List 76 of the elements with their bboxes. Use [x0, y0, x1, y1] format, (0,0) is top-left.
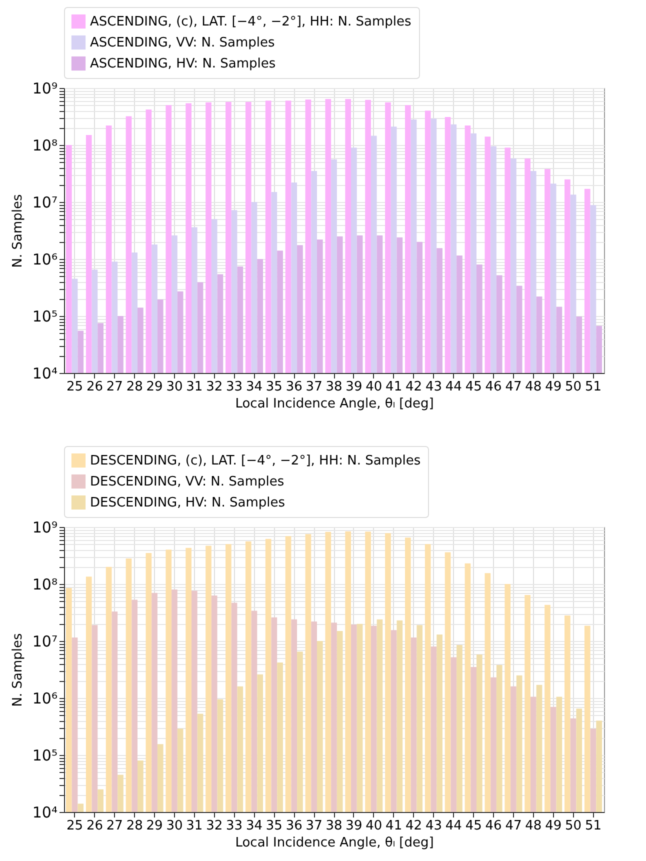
legend-label: DESCENDING, HV: N. Samples	[90, 496, 286, 510]
x-tick-label: 28	[126, 818, 143, 834]
x-tick-label: 49	[545, 380, 562, 394]
legend-label: DESCENDING, (c), LAT. [−4°, −2°], HH: N. Samples	[90, 454, 421, 468]
x-tick-label: 27	[106, 818, 123, 834]
x-tick-label: 41	[386, 380, 402, 394]
x-tick-label: 32	[206, 380, 223, 394]
x-tick-label: 50	[565, 380, 582, 394]
x-tick-label: 50	[565, 818, 582, 834]
x-tick-label: 39	[346, 818, 362, 834]
x-tick-label: 36	[286, 380, 302, 394]
x-tick-label: 48	[525, 380, 542, 394]
x-tick-label: 44	[445, 818, 462, 834]
y-tick-label: 10⁷	[32, 632, 58, 650]
x-tick-label: 31	[186, 818, 203, 834]
x-axis-title: Local Incidence Angle, θₗ [deg]	[235, 836, 434, 850]
x-tick-label: 41	[386, 818, 402, 834]
x-tick-label: 44	[445, 380, 462, 394]
x-tick-label: 34	[246, 380, 263, 394]
y-tick-label: 10⁶	[32, 690, 58, 708]
x-axis-title: Local Incidence Angle, θₗ [deg]	[235, 396, 434, 412]
x-tick-label: 25	[66, 818, 84, 834]
x-tick-label: 46	[485, 380, 502, 394]
x-tick-label: 39	[346, 380, 362, 394]
x-tick-label: 51	[584, 380, 602, 394]
x-tick-label: 28	[126, 380, 143, 394]
y-tick-label: 10⁴	[32, 364, 58, 382]
x-tick-label: 47	[505, 818, 522, 834]
legend-label: ASCENDING, VV: N. Samples	[90, 36, 276, 50]
y-tick-label: 10⁶	[32, 250, 58, 268]
x-tick-label: 47	[505, 380, 522, 394]
x-tick-label: 34	[246, 818, 263, 834]
y-tick-label: 10⁷	[32, 194, 58, 212]
x-tick-label: 49	[545, 818, 562, 834]
legend-label: DESCENDING, VV: N. Samples	[90, 474, 284, 490]
x-tick-label: 29	[146, 818, 163, 834]
x-tick-label: 33	[226, 818, 243, 834]
x-tick-label: 51	[584, 818, 602, 834]
y-axis-title: N. Samples	[10, 194, 26, 268]
x-tick-label: 38	[326, 380, 342, 394]
x-tick-label: 45	[465, 380, 482, 394]
x-tick-label: 48	[525, 818, 542, 834]
x-tick-label: 27	[106, 380, 123, 394]
x-tick-label: 35	[266, 818, 282, 834]
legend-label: ASCENDING, (c), LAT. [−4°, −2°], HH: N. Samples	[90, 14, 412, 30]
x-tick-label: 25	[66, 380, 84, 394]
legend-label: ASCENDING, HV: N. Samples	[90, 56, 276, 72]
y-tick-label: 10⁹	[32, 80, 58, 98]
x-tick-label: 35	[266, 380, 282, 394]
y-tick-label: 10⁵	[32, 746, 58, 764]
y-tick-label: 10⁸	[32, 136, 58, 154]
x-tick-label: 32	[206, 818, 223, 834]
x-tick-label: 43	[425, 818, 442, 834]
y-tick-label: 10⁸	[32, 576, 58, 594]
y-tick-label: 10⁴	[32, 804, 58, 822]
x-tick-label: 37	[306, 818, 322, 834]
x-tick-label: 38	[326, 818, 342, 834]
x-tick-label: 26	[86, 380, 103, 394]
x-tick-label: 36	[286, 818, 302, 834]
x-tick-label: 40	[366, 818, 382, 834]
x-tick-label: 40	[366, 380, 382, 394]
x-tick-label: 43	[425, 380, 442, 394]
x-tick-label: 33	[226, 380, 243, 394]
x-tick-label: 45	[465, 818, 482, 834]
x-tick-label: 29	[146, 380, 163, 394]
x-tick-label: 30	[166, 818, 183, 834]
x-tick-label: 42	[405, 380, 422, 394]
x-tick-label: 37	[306, 380, 322, 394]
y-axis-title: N. Samples	[10, 633, 26, 707]
x-tick-label: 42	[405, 818, 422, 834]
x-tick-label: 46	[485, 818, 502, 834]
x-tick-label: 30	[166, 380, 183, 394]
x-tick-label: 26	[86, 818, 103, 834]
x-tick-label: 31	[186, 380, 203, 394]
y-tick-label: 10⁵	[32, 308, 58, 326]
y-tick-label: 10⁹	[32, 518, 58, 536]
